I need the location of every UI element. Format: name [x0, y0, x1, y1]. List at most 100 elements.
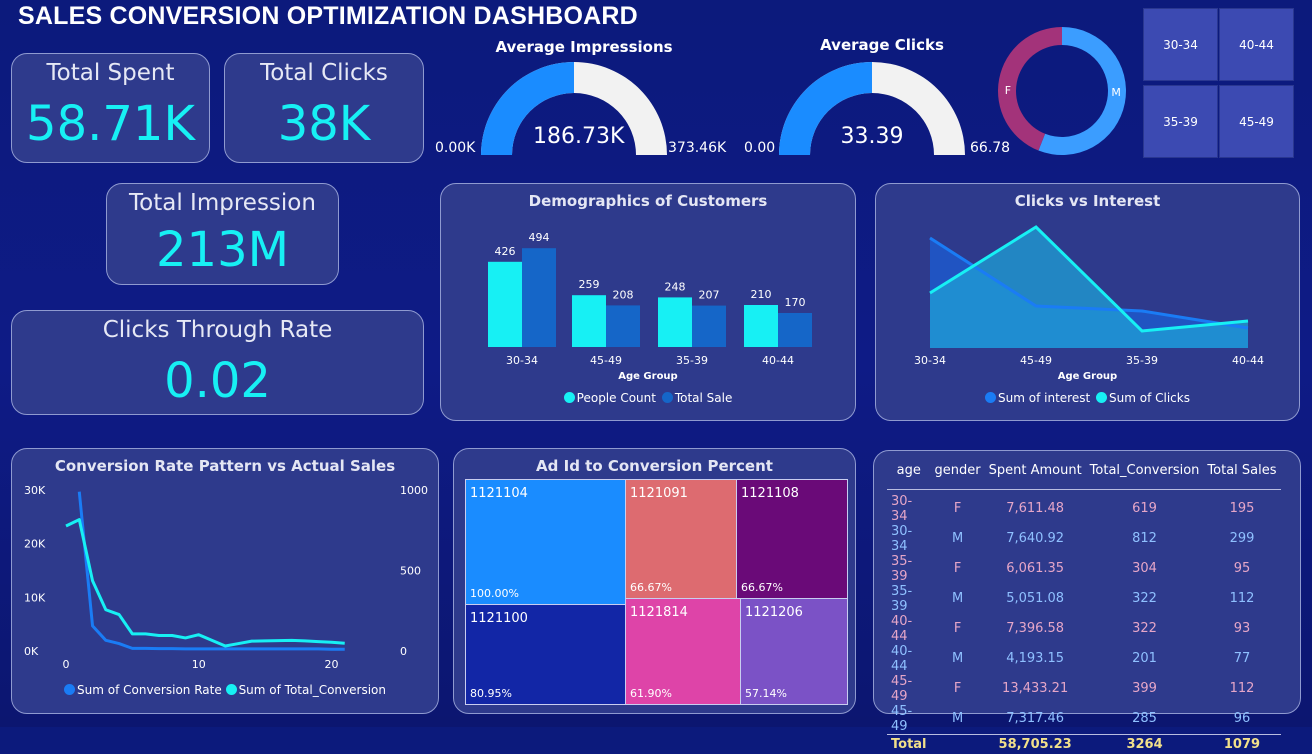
column-header[interactable]: Spent Amount — [984, 453, 1086, 490]
legend-dot-icon — [985, 392, 997, 403]
y-right-tick-label: 0 — [400, 645, 407, 658]
table-cell: 35-39 — [891, 553, 913, 584]
table-cell: 812 — [1132, 531, 1157, 546]
conversion-rate-card: Conversion Rate Pattern vs Actual Sales … — [11, 448, 439, 714]
table-cell: 30-34 — [891, 493, 913, 524]
chart-title: Clicks vs Interest — [1014, 192, 1161, 210]
gauge-max: 373.46K — [668, 140, 727, 156]
x-tick-label: 30-34 — [506, 354, 538, 367]
table-cell: 77 — [1233, 651, 1251, 666]
table-total-cell: 3264 — [1085, 733, 1204, 754]
treemap-cell[interactable]: 1121104 100.00% — [465, 479, 626, 605]
kpi-label: Total Spent — [46, 60, 175, 86]
cell-id: 1121104 — [470, 486, 528, 501]
total-spent-card: Total Spent 58.71K — [11, 53, 210, 163]
cell-id: 1121814 — [630, 605, 688, 620]
table-row: 30-34 M 7,640.92 812 299 — [887, 524, 1281, 554]
slicer-tile[interactable]: 35-39 — [1143, 85, 1218, 158]
cell-id: 1121100 — [470, 611, 528, 626]
table-total-cell — [930, 733, 985, 754]
x-tick-label: 35-39 — [1126, 354, 1158, 367]
table-row: 30-34 F 7,611.48 619 195 — [887, 489, 1281, 524]
x-axis-label: Age Group — [618, 371, 678, 382]
data-label: 210 — [751, 288, 772, 301]
table-cell: 399 — [1132, 681, 1157, 696]
treemap-cell[interactable]: 1121100 80.95% — [465, 604, 626, 705]
table-total-cell: Total — [887, 733, 931, 754]
table-cell: 30-34 — [891, 523, 913, 554]
legend-dot-icon — [563, 392, 575, 403]
table-cell: 95 — [1233, 561, 1251, 576]
total-impression-card: Total Impression 213M — [106, 183, 339, 285]
series-line — [929, 236, 1249, 330]
kpi-value: 213M — [155, 222, 290, 278]
table-cell: 112 — [1229, 591, 1255, 606]
column-header[interactable]: Total_Conversion — [1085, 453, 1204, 490]
cell-percent: 61.90% — [630, 687, 672, 700]
gauge-arc — [779, 62, 965, 155]
gender-donut-chart[interactable]: MF — [996, 25, 1128, 157]
legend-label: Sum of Conversion Rate — [77, 683, 222, 697]
treemap-cell[interactable]: 1121108 66.67% — [736, 479, 848, 599]
table-row: 35-39 M 5,051.08 322 112 — [887, 584, 1281, 614]
x-tick-label: 45-49 — [1020, 354, 1052, 367]
table-total-row: Total 58,705.23 3264 1079 — [887, 733, 1281, 754]
table-cell: M — [951, 591, 964, 606]
y-left-tick-label: 10K — [24, 591, 46, 604]
bar — [572, 295, 606, 347]
ctr-card: Clicks Through Rate 0.02 — [11, 310, 424, 415]
gauge-value: 186.73K — [533, 124, 625, 149]
treemap-cell[interactable]: 1121814 61.90% — [625, 598, 741, 705]
x-tick-label: 30-34 — [914, 354, 946, 367]
slicer-tile[interactable]: 45-49 — [1219, 85, 1294, 158]
column-header[interactable]: gender — [930, 453, 985, 490]
table-cell: 619 — [1132, 501, 1157, 516]
y-left-tick-label: 30K — [24, 484, 46, 497]
kpi-value: 38K — [277, 96, 371, 152]
table-cell: 6,061.35 — [1006, 561, 1065, 576]
treemap-cell[interactable]: 1121091 66.67% — [625, 479, 737, 599]
table-row: 45-49 F 13,433.21 399 112 — [887, 674, 1281, 704]
sales-table-card: age gender Spent Amount Total_Conversion… — [873, 450, 1301, 754]
legend-label: Total Sale — [674, 391, 733, 405]
y-right-tick-label: 1000 — [400, 484, 428, 497]
table-cell: 4,193.15 — [1006, 651, 1065, 666]
treemap-cell[interactable]: 1121206 57.14% — [740, 598, 848, 705]
table-cell: 322 — [1132, 621, 1157, 636]
legend-label: People Count — [576, 391, 656, 405]
data-label: 248 — [665, 280, 686, 293]
legend-dot-icon — [64, 684, 76, 695]
column-header[interactable]: Total Sales — [1203, 453, 1281, 490]
x-tick-label: 40-44 — [1232, 354, 1264, 367]
kpi-label: Total Impression — [129, 190, 316, 216]
table-cell: F — [953, 681, 962, 696]
demographics-card: Demographics of Customers 426 494 30-34 259… — [440, 183, 856, 421]
y-right-tick-label: 500 — [400, 565, 421, 578]
bar — [522, 248, 556, 347]
gauge-fill — [481, 62, 574, 155]
table-total-cell: 1079 — [1203, 733, 1281, 754]
average-impressions-gauge: Average Impressions 186.73K 0.00K 373.46… — [430, 34, 740, 164]
gauge-arc — [481, 62, 667, 155]
data-label: 207 — [699, 289, 720, 302]
slicer-tile[interactable]: 30-34 — [1143, 8, 1218, 81]
conversion-line-chart: 30K 20K 10K 0K 1000 500 0 0 10 20 — [24, 484, 428, 671]
x-axis-label: Age Group — [1057, 371, 1118, 382]
table-cell: 45-49 — [891, 673, 913, 704]
table-cell: F — [953, 621, 962, 636]
bar — [658, 297, 692, 347]
table-cell: 40-44 — [891, 643, 913, 674]
slicer-tile[interactable]: 40-44 — [1219, 8, 1294, 81]
bar — [692, 305, 726, 347]
kpi-value: 58.71K — [26, 96, 195, 152]
data-label: 426 — [495, 245, 516, 258]
table-cell: 7,396.58 — [1006, 621, 1065, 636]
column-header[interactable]: age — [887, 453, 931, 490]
cell-percent: 100.00% — [470, 587, 519, 600]
series-line — [929, 225, 1249, 333]
table-cell: 93 — [1233, 621, 1251, 636]
kpi-value: 0.02 — [164, 353, 271, 409]
gauge-title: Average Impressions — [495, 38, 673, 56]
legend-label: Sum of interest — [998, 391, 1091, 405]
total-clicks-card: Total Clicks 38K — [224, 53, 424, 163]
